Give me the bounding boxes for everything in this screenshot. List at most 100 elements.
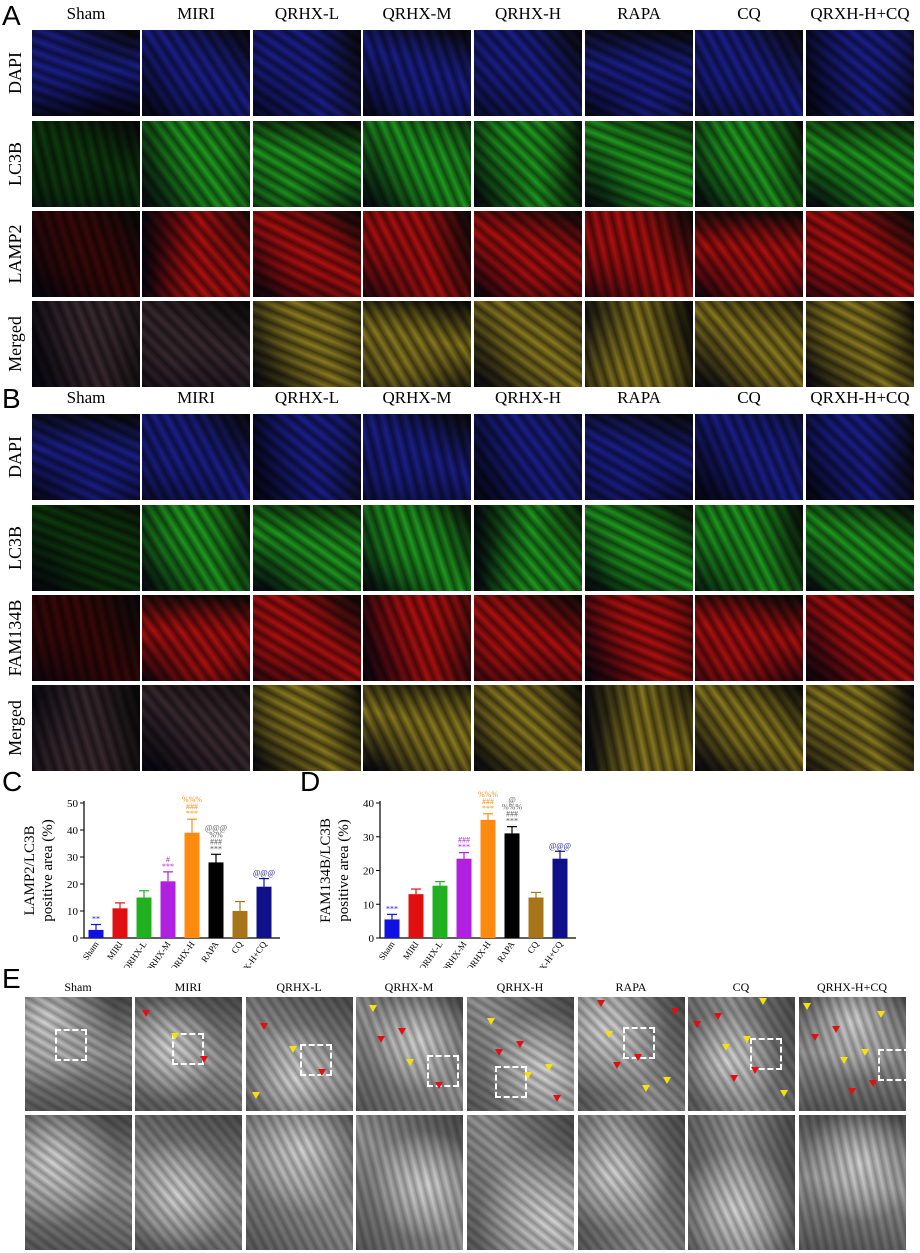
- chart-d-fam134b-lc3b: FAM134B/LC3B positive area (%) 0 10 20 30 40 **…: [318, 790, 576, 968]
- em-column-label: MIRI: [174, 980, 202, 994]
- bar: [456, 858, 472, 938]
- em-zoom-tile: [688, 1115, 795, 1250]
- micrograph-tile: [32, 121, 140, 207]
- red-arrow-marker: [597, 1000, 605, 1007]
- yellow-arrow-marker: [605, 1031, 613, 1038]
- significance-marker: @@@: [253, 869, 275, 878]
- significance-marker: ###: [482, 797, 494, 806]
- red-arrow-marker: [398, 1028, 406, 1035]
- yellow-arrow-marker: [289, 1046, 297, 1053]
- micrograph-tile: [32, 505, 140, 591]
- yellow-arrow-marker: [840, 1057, 848, 1064]
- micrograph-tile: [474, 685, 582, 771]
- column-label: RAPA: [617, 388, 661, 407]
- em-zoom-tile: [799, 1115, 906, 1250]
- zoom-region-box: [495, 1066, 527, 1098]
- y-tick-label: 30: [363, 832, 375, 844]
- bar: [184, 832, 200, 938]
- red-arrow-marker: [869, 1080, 877, 1087]
- micrograph-tile: [474, 121, 582, 207]
- bar: [256, 886, 272, 938]
- micrograph-tile: [253, 414, 361, 500]
- micrograph-tile: [142, 505, 250, 591]
- micrograph-tile: [363, 30, 471, 116]
- micrograph-tile: [253, 30, 361, 116]
- significance-marker: ***: [386, 904, 398, 913]
- red-arrow-marker: [671, 1008, 679, 1015]
- micrograph-tile: [585, 301, 693, 387]
- row-label: Merged: [5, 316, 25, 372]
- significance-marker: ***: [458, 843, 470, 852]
- bar: [136, 897, 152, 938]
- bar: [232, 911, 248, 938]
- em-zoom-tile: [467, 1115, 574, 1250]
- significance-marker: ***: [162, 862, 174, 871]
- red-arrow-marker: [495, 1049, 503, 1056]
- x-tick-label: RAPA: [495, 939, 517, 964]
- em-overview-tile: [467, 997, 574, 1111]
- micrograph-tile: [363, 301, 471, 387]
- micrograph-tile: [585, 414, 693, 500]
- micrograph-tile: [363, 505, 471, 591]
- micrograph-tile: [32, 414, 140, 500]
- micrograph-tile: [142, 414, 250, 500]
- x-tick-label: QRHX-M: [144, 939, 173, 968]
- micrograph-tile: [363, 595, 471, 681]
- x-tick-label: CQ: [229, 939, 245, 955]
- y-axis-label: FAM134B/LC3B: [318, 818, 334, 923]
- column-label: Sham: [66, 388, 106, 407]
- micrograph-tile: [474, 505, 582, 591]
- em-zoom-tile: [135, 1115, 242, 1250]
- panel-letter-a: A: [2, 0, 21, 31]
- column-label: QRHX-H: [494, 4, 562, 23]
- significance-marker: ***: [506, 817, 518, 826]
- micrograph-tile: [474, 414, 582, 500]
- micrograph-tile: [142, 685, 250, 771]
- micrograph-tile: [695, 30, 803, 116]
- y-tick-label: 20: [67, 879, 79, 891]
- micrograph-tile: [32, 211, 140, 297]
- bar: [112, 908, 128, 938]
- micrograph-tile: [142, 30, 250, 116]
- significance-marker: @@@: [205, 823, 227, 832]
- micrograph-tile: [474, 30, 582, 116]
- micrograph-tile: [253, 211, 361, 297]
- x-tick-label: Sham: [81, 939, 101, 962]
- micrograph-tile: [363, 414, 471, 500]
- significance-marker: %%%: [182, 795, 202, 804]
- micrograph-tile: [363, 121, 471, 207]
- micrograph-tile: [32, 595, 140, 681]
- micrograph-tile: [806, 211, 914, 297]
- red-arrow-marker: [613, 1062, 621, 1069]
- micrograph-tile: [695, 211, 803, 297]
- em-overview-tile: [688, 997, 795, 1111]
- micrograph-tile: [806, 121, 914, 207]
- y-tick-label: 0: [73, 933, 79, 945]
- em-overview-tile: [799, 997, 906, 1111]
- micrograph-tile: [32, 30, 140, 116]
- red-arrow-marker: [848, 1088, 856, 1095]
- micrograph-tile: [585, 595, 693, 681]
- bar: [88, 929, 104, 938]
- yellow-arrow-marker: [663, 1077, 671, 1084]
- y-tick-label: 10: [363, 899, 375, 911]
- em-zoom-tile: [578, 1115, 685, 1250]
- em-overview-tile: [578, 997, 685, 1111]
- bar: [528, 897, 544, 938]
- bar: [160, 881, 176, 938]
- x-tick-label: MIRI: [105, 939, 125, 961]
- panel-letter-e: E: [2, 963, 21, 994]
- significance-marker: @: [508, 796, 515, 805]
- significance-marker: ###: [186, 802, 198, 811]
- micrograph-tile: [695, 121, 803, 207]
- bar: [432, 885, 448, 938]
- significance-marker: %%: [209, 830, 223, 839]
- y-tick-label: 40: [363, 798, 375, 810]
- em-overview-tile: [25, 997, 132, 1111]
- micrograph-tile: [142, 301, 250, 387]
- em-column-label: Sham: [64, 980, 92, 994]
- x-tick-label: Sham: [377, 939, 397, 962]
- bar: [408, 894, 424, 938]
- micrograph-tile: [585, 211, 693, 297]
- micrograph-tile: [363, 685, 471, 771]
